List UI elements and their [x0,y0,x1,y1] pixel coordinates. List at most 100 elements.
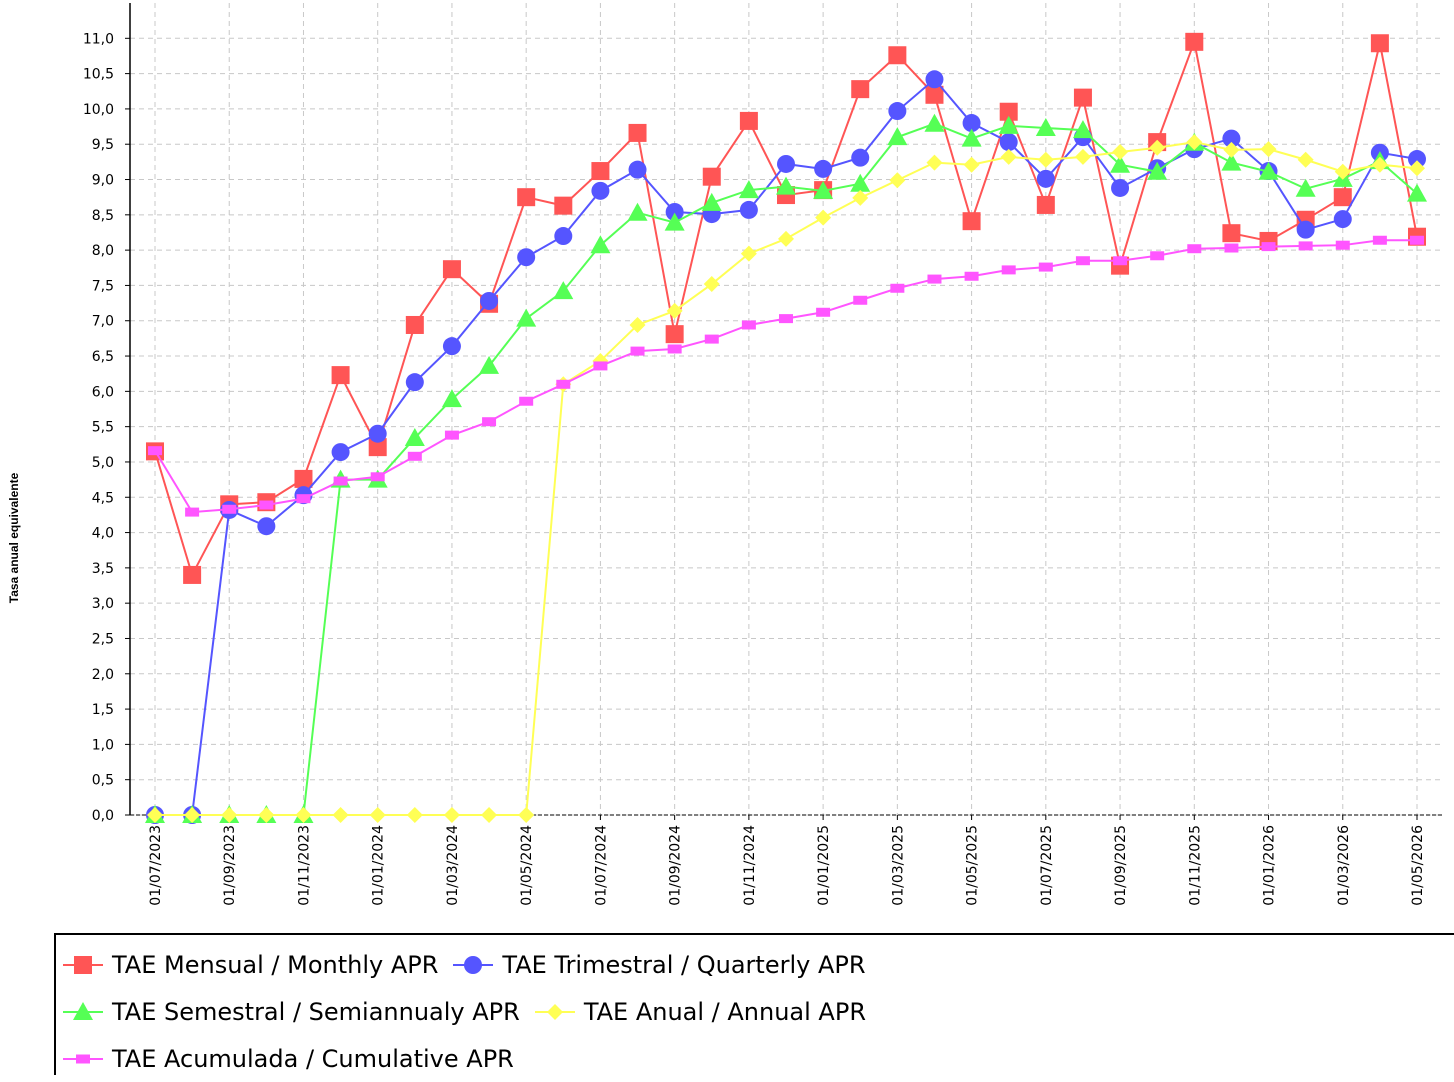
y-tick-label: 5,0 [92,455,114,471]
marker [590,235,611,254]
marker [257,517,276,536]
marker [1334,163,1351,180]
marker [258,807,275,823]
marker [259,500,274,510]
x-tick-label: 01/07/2024 [593,825,609,906]
marker [813,180,834,199]
marker [1333,188,1352,207]
marker [1410,235,1424,245]
marker [1408,150,1426,169]
marker [556,379,571,389]
y-tick-label: 0,5 [92,773,114,789]
marker [1371,156,1388,173]
marker [368,438,387,457]
x-tick-label: 01/03/2024 [445,825,461,906]
y-tick-label: 7,0 [92,314,114,330]
marker [629,316,646,333]
marker [444,430,459,440]
marker [1335,240,1350,250]
marker [1110,154,1131,173]
x-tick-label: 01/11/2024 [742,825,758,906]
marker [331,443,350,462]
marker [1185,32,1204,51]
marker [927,274,942,284]
marker [1036,169,1055,188]
legend-icon [63,955,103,974]
legend-item: TAE Acumulada / Cumulative APR [62,1035,514,1082]
marker [1072,120,1093,139]
marker [1372,235,1387,245]
marker [1150,251,1165,261]
y-tick-label: 9,5 [92,137,114,153]
legend-item: TAE Mensual / Monthly APR [62,941,438,988]
marker [999,133,1018,152]
x-tick-label: 01/09/2025 [1113,825,1129,906]
marker [368,424,387,443]
marker [664,212,685,231]
marker [776,176,796,195]
legend-items: TAE Mensual / Monthly APR TAE Trimestral … [56,935,962,1082]
chart: Tasa anual equivalente 0,0 0,5 1,0 1,5 2,0 2,… [7,3,1442,906]
x-tick-label: 01/07/2025 [1039,825,1055,906]
marker [890,283,905,293]
marker [591,181,610,200]
marker [630,346,645,356]
marker [518,807,535,823]
y-tick-label: 6,0 [92,384,114,400]
marker [964,271,979,281]
y-tick-label: 3,0 [92,596,114,612]
marker [1073,88,1092,107]
y-tick-label: 1,0 [92,737,114,753]
marker [294,469,313,488]
marker [739,200,758,219]
y-tick-label: 8,0 [92,243,114,259]
marker [1149,139,1166,156]
marker [1000,148,1017,165]
marker [778,230,794,247]
series-line [154,38,1418,578]
marker [148,446,162,456]
legend-label: TAE Trimestral / Quarterly APR [502,950,866,979]
marker [405,315,424,334]
marker [517,188,536,207]
marker [816,307,831,317]
marker [1260,141,1277,158]
y-tick-label: 0,0 [92,808,114,824]
marker [591,162,610,181]
marker [850,173,871,192]
x-tick-label: 01/03/2026 [1336,825,1352,906]
marker [1001,265,1016,275]
legend-label: TAE Acumulada / Cumulative APR [112,1044,514,1073]
marker [1111,178,1130,197]
marker [404,427,425,446]
marker [1187,244,1202,254]
x-tick-label: 01/11/2025 [1187,825,1203,906]
marker [593,361,608,371]
y-tick-label: 1,5 [92,702,114,718]
marker [1035,117,1056,136]
marker [1038,262,1053,272]
marker [815,209,832,226]
marker [1037,151,1054,168]
marker [1113,256,1128,266]
marker [405,373,424,392]
marker [296,494,311,504]
marker [464,955,483,974]
marker [814,159,833,178]
marker [852,189,869,206]
marker [1223,141,1240,158]
marker [961,128,982,147]
x-tick-label: 01/03/2025 [890,825,906,906]
marker [1036,195,1055,214]
marker [333,476,348,486]
marker [1074,148,1091,165]
marker [1222,224,1241,243]
x-tick-label: 01/05/2024 [519,825,535,906]
y-tick-label: 6,5 [92,349,114,365]
x-tick-label: 01/09/2024 [668,825,684,906]
marker [479,355,500,374]
marker [738,180,759,199]
marker [73,1001,93,1020]
y-tick-label: 3,5 [92,561,114,577]
marker [887,127,908,146]
